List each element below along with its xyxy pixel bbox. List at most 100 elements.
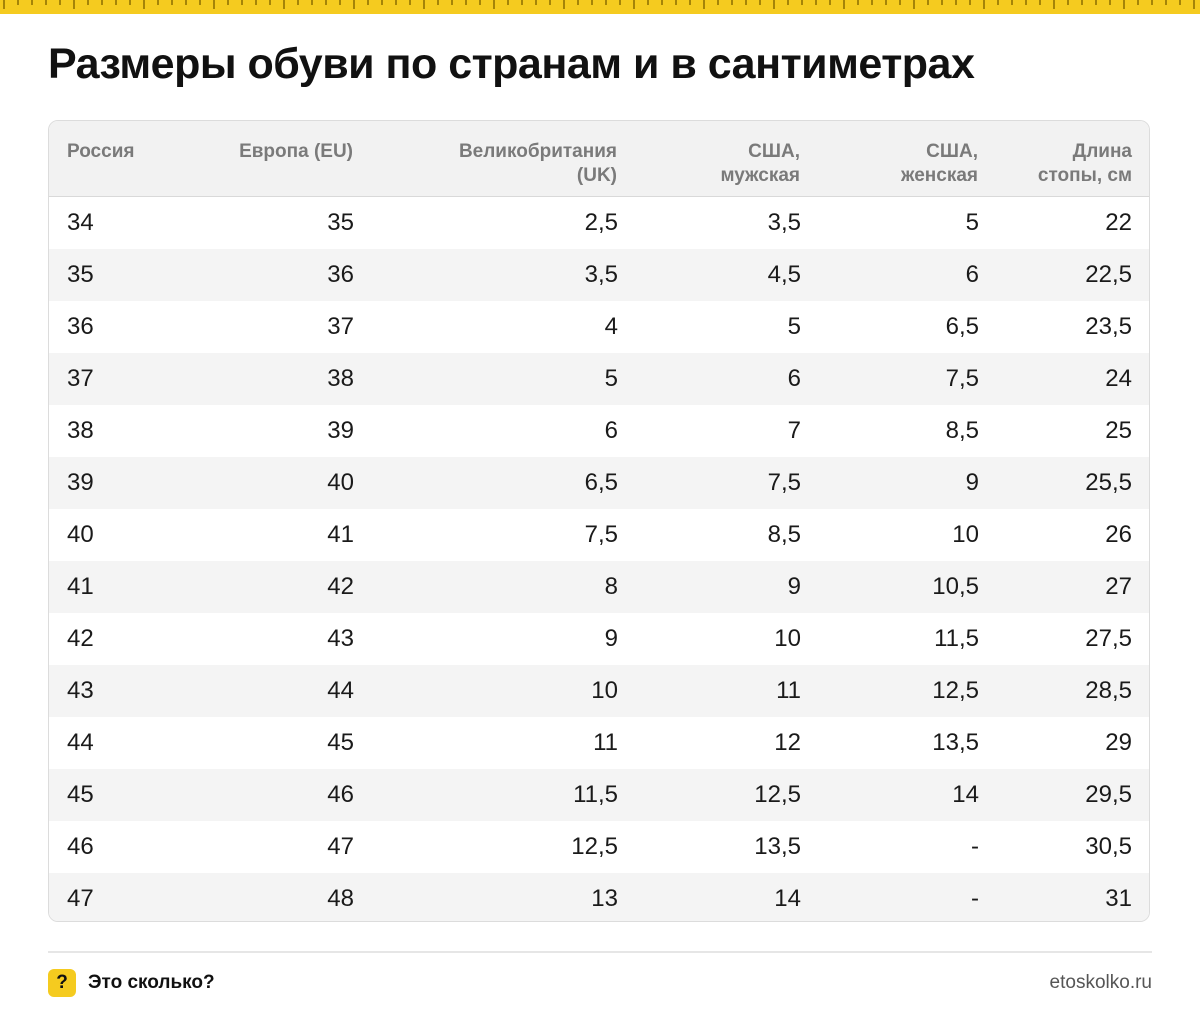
cell-us-women: 12,5 — [801, 664, 979, 717]
cell-europe: 36 — [174, 248, 354, 301]
cell-europe: 45 — [327, 728, 354, 756]
cell-us-men: 4,5 — [618, 248, 801, 301]
cell-uk: 11,5 — [354, 768, 618, 821]
header-us-men: США, мужская — [618, 121, 801, 197]
cell-europe: 47 — [327, 832, 354, 860]
cell-russia: 47 — [49, 872, 174, 921]
header-label: Длина — [1072, 141, 1132, 162]
cell-russia: 37 — [49, 352, 174, 405]
cell-uk: 2,5 — [584, 208, 618, 236]
table-row: 41 42 8 9 10,5 27 — [49, 560, 1149, 613]
cell-foot-length: 26 — [1105, 520, 1132, 548]
table-row: 40 41 7,5 8,5 10 26 — [49, 509, 1149, 561]
cell-foot-length: 27 — [979, 560, 1149, 613]
cell-europe: 39 — [327, 416, 354, 444]
table-body: 34 35 2,5 3,5 5 22 35 36 3,5 4,5 6 22,5 36 37 4 5 6,5 23,… — [49, 196, 1149, 921]
cell-us-men: 7,5 — [618, 456, 801, 509]
table-row: 44 45 11 12 13,5 29 — [49, 717, 1149, 769]
cell-russia: 41 — [49, 560, 174, 613]
cell-us-women: 14 — [801, 768, 979, 821]
cell-foot-length: 27,5 — [1085, 624, 1132, 652]
cell-russia: 36 — [67, 312, 94, 340]
cell-us-men: 14 — [618, 872, 801, 921]
header-label: Европа (EU) — [239, 141, 353, 162]
table-row: 46 47 12,5 13,5 - 30,5 — [49, 821, 1149, 873]
header-foot-length: Длина стопы, см — [979, 121, 1149, 197]
cell-russia: 46 — [67, 832, 94, 860]
header-label-line2: женская — [901, 164, 978, 186]
header-label-line2: стопы, см — [1037, 164, 1132, 186]
cell-russia: 39 — [49, 456, 174, 509]
header-label: Россия — [67, 141, 135, 162]
cell-foot-length: 31 — [979, 872, 1149, 921]
cell-russia: 45 — [49, 768, 174, 821]
cell-us-women: 6,5 — [945, 312, 979, 340]
cell-europe: 41 — [327, 520, 354, 548]
size-table: Россия Европа (EU) Великобритания (UK) С… — [49, 121, 1149, 921]
header-us-women: США, женская — [801, 121, 979, 197]
cell-foot-length: 22 — [1105, 208, 1132, 236]
cell-us-women: - — [971, 832, 979, 860]
table-row: 42 43 9 10 11,5 27,5 — [49, 613, 1149, 665]
cell-us-men: 7 — [787, 416, 801, 444]
cell-europe: 48 — [174, 872, 354, 921]
cell-us-men: 5 — [787, 312, 801, 340]
cell-foot-length: 24 — [979, 352, 1149, 405]
header-europe: Европа (EU) — [174, 121, 354, 197]
header-label-line2: (UK) — [576, 164, 617, 186]
cell-us-men: 10 — [774, 624, 801, 652]
cell-uk: 8 — [354, 560, 618, 613]
cell-uk: 10 — [354, 664, 618, 717]
cell-foot-length: 23,5 — [1085, 312, 1132, 340]
table-row: 38 39 6 7 8,5 25 — [49, 405, 1149, 457]
cell-us-men: 13,5 — [754, 832, 801, 860]
header-russia: Россия — [49, 121, 174, 197]
cell-us-women: 10 — [952, 520, 979, 548]
table-row: 39 40 6,5 7,5 9 25,5 — [49, 456, 1149, 509]
cell-foot-length: 22,5 — [979, 248, 1149, 301]
cell-europe: 38 — [174, 352, 354, 405]
table-header: Россия Европа (EU) Великобритания (UK) С… — [49, 121, 1149, 197]
table-row: 34 35 2,5 3,5 5 22 — [49, 196, 1149, 249]
table-row: 36 37 4 5 6,5 23,5 — [49, 301, 1149, 353]
cell-us-women: 13,5 — [932, 728, 979, 756]
cell-us-men: 12,5 — [618, 768, 801, 821]
cell-uk: 6,5 — [354, 456, 618, 509]
ruler-decoration — [0, 0, 1200, 14]
cell-europe: 37 — [327, 312, 354, 340]
cell-us-women: - — [801, 872, 979, 921]
cell-uk: 7,5 — [584, 520, 618, 548]
cell-us-men: 8,5 — [767, 520, 801, 548]
cell-uk: 9 — [604, 624, 618, 652]
site-url: etoskolko.ru — [1049, 972, 1152, 993]
footer-divider — [48, 951, 1152, 953]
cell-russia: 38 — [67, 416, 94, 444]
cell-uk: 4 — [604, 312, 618, 340]
cell-us-women: 11,5 — [934, 624, 979, 652]
cell-foot-length: 29 — [1105, 728, 1132, 756]
cell-us-men: 6 — [618, 352, 801, 405]
cell-us-men: 3,5 — [767, 208, 801, 236]
cell-us-men: 12 — [774, 728, 801, 756]
table-row: 43 44 10 11 12,5 28,5 — [49, 664, 1149, 717]
header-label: США, — [748, 141, 800, 162]
cell-russia: 43 — [49, 664, 174, 717]
cell-europe: 35 — [327, 208, 354, 236]
cell-europe: 46 — [174, 768, 354, 821]
cell-us-women: 8,5 — [945, 416, 979, 444]
cell-foot-length: 30,5 — [1085, 832, 1132, 860]
cell-europe: 44 — [174, 664, 354, 717]
ruler-ticks — [3, 0, 1195, 9]
header-label: Великобритания — [458, 141, 617, 162]
question-mark-icon: ? — [48, 969, 76, 997]
table-row: 45 46 11,5 12,5 14 29,5 — [49, 768, 1149, 821]
table-row: 37 38 5 6 7,5 24 — [49, 352, 1149, 405]
cell-uk: 13 — [354, 872, 618, 921]
cell-russia: 34 — [67, 208, 94, 236]
cell-uk: 6 — [604, 416, 618, 444]
cell-europe: 40 — [174, 456, 354, 509]
cell-us-women: 5 — [965, 208, 979, 236]
size-table-card: Россия Европа (EU) Великобритания (UK) С… — [48, 120, 1150, 922]
header-uk: Великобритания (UK) — [354, 121, 618, 197]
cell-foot-length: 28,5 — [979, 664, 1149, 717]
